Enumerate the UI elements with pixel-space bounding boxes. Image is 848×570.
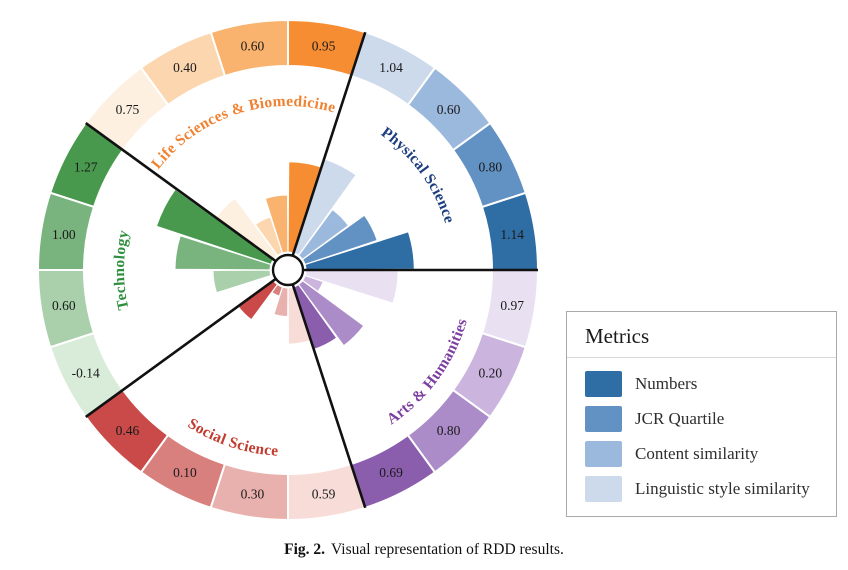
bar-wedge: [297, 208, 350, 261]
ring-segment: [406, 66, 492, 152]
legend-swatch: [585, 441, 622, 467]
sector-divider: [291, 283, 367, 509]
center-hole: [271, 253, 305, 287]
ring-value-label: 0.95: [312, 38, 336, 53]
ring-segment: [480, 269, 540, 349]
legend-divider: [567, 357, 836, 358]
ring-value-label: 0.30: [241, 487, 265, 502]
bar-wedge: [212, 269, 272, 294]
sector-divider: [84, 277, 277, 418]
ring-value-label: 0.80: [478, 159, 502, 174]
legend-metrics: Metrics Numbers JCR Quartile Content simil…: [566, 311, 837, 517]
ring-segment: [209, 462, 289, 522]
ring-segment: [36, 269, 96, 349]
sector-divider: [291, 31, 367, 257]
legend-swatch: [585, 406, 622, 432]
ring-value-label: 0.10: [173, 465, 197, 480]
ring-value-label: 0.69: [379, 465, 403, 480]
ring-segment: [287, 462, 367, 522]
ring-segment: [349, 30, 437, 107]
legend-item-list: Numbers JCR Quartile Content similarity Lin…: [567, 371, 836, 502]
rose-chart: 1.14 0.80 0.60 1.04 0.95 0.60 0.40 0.75 1.27 1.00…: [36, 18, 540, 522]
ring-value-label: 0.60: [241, 38, 265, 53]
bar-wedge: [301, 214, 378, 265]
ring-value-label: 1.14: [500, 227, 524, 242]
ring-value-label: 0.20: [478, 366, 502, 381]
bar-wedge: [264, 194, 289, 254]
figure-caption: Fig. 2. Visual representation of RDD resu…: [0, 541, 848, 559]
ring-value-label: 0.80: [437, 423, 461, 438]
ring-segment: [36, 191, 96, 271]
rose-chart-container: 1.14 0.80 0.60 1.04 0.95 0.60 0.40 0.75 1.27 1.00…: [36, 18, 540, 522]
bar-wedge: [271, 283, 283, 297]
sector-label: Technology: [111, 228, 133, 311]
ring-value-label: 0.75: [116, 102, 140, 117]
bar-wedge: [297, 279, 365, 347]
ring-segment: [139, 433, 227, 510]
ring-value-label: 0.59: [312, 487, 336, 502]
legend-swatch: [585, 476, 622, 502]
ring-segment: [451, 331, 528, 419]
legend-item: Numbers: [585, 371, 818, 397]
bar-wedge: [237, 279, 279, 321]
ring-value-label: 1.27: [74, 159, 98, 174]
legend-item-label: JCR Quartile: [635, 409, 725, 428]
bar-wedge: [301, 275, 324, 293]
ring-value-label: 0.97: [500, 298, 524, 313]
legend-swatch: [585, 371, 622, 397]
sector-label: Life Sciences & Biomedicine: [148, 93, 337, 172]
ring-segment: [209, 18, 289, 78]
bar-wedge: [273, 286, 289, 318]
ring-value-label: 0.40: [173, 60, 197, 75]
legend-title: Metrics: [585, 324, 650, 348]
legend-item-label: Content similarity: [635, 444, 759, 463]
ring-segment: [139, 30, 227, 107]
legend-item: Linguistic style similarity: [585, 476, 818, 502]
legend-item-label: Numbers: [635, 374, 698, 393]
caption-text: Visual representation of RDD results.: [331, 541, 564, 558]
legend-item: Content similarity: [585, 441, 818, 467]
ring-value-label: 0.60: [437, 102, 461, 117]
ring-value-label: -0.14: [72, 366, 100, 381]
bar-wedge: [174, 235, 272, 271]
bar-wedge: [254, 216, 283, 257]
sector-divider: [84, 122, 277, 263]
ring-segment: [48, 331, 125, 419]
ring-value-label: 0.60: [52, 298, 76, 313]
ring-segment: [84, 66, 170, 152]
legend-item: JCR Quartile: [585, 406, 818, 432]
legend-item-label: Linguistic style similarity: [635, 479, 810, 498]
ring-value-label: 1.04: [379, 60, 403, 75]
ring-segment: [451, 121, 528, 209]
ring-value-label: 1.00: [52, 227, 76, 242]
ring-value-label: 0.46: [116, 423, 140, 438]
caption-label: Fig. 2.: [284, 541, 326, 558]
ring-segment: [406, 388, 492, 474]
